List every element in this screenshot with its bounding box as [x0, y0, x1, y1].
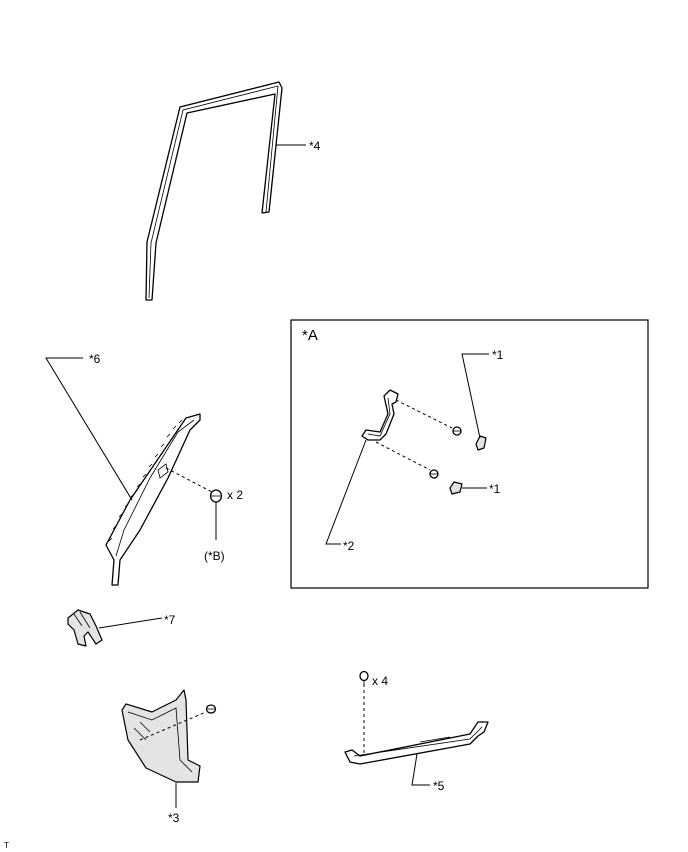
- corner-mark: T: [4, 841, 9, 850]
- screw-lower-icon: [429, 469, 439, 479]
- part-6-callout: *6: [89, 352, 101, 366]
- clip-reference: (*B): [204, 549, 225, 563]
- screw-upper-icon: [452, 426, 462, 436]
- part-6-pillar-garnish: [105, 413, 201, 586]
- part-1-cap-lower: [449, 481, 463, 495]
- inset-lower-guide: [375, 441, 431, 471]
- part-2-callout: *2: [343, 539, 355, 553]
- part-2-leader: [325, 439, 367, 545]
- part-2-bracket: [361, 389, 399, 441]
- clip-icon: [209, 489, 223, 503]
- bolt-quantity: x 4: [372, 674, 388, 688]
- clip-dashed-guide: [165, 467, 213, 493]
- part-6-leader: [45, 357, 133, 501]
- bolt-icon: [359, 670, 369, 686]
- part-4-callout: *4: [309, 139, 321, 153]
- part-3-callout: *3: [168, 811, 180, 825]
- part-1-upper-leader: [461, 353, 489, 439]
- part-7-callout: *7: [164, 613, 176, 627]
- part-1-lower-callout: *1: [489, 482, 501, 496]
- part-4-weatherstrip: [145, 81, 283, 301]
- part-1-cap-upper: [475, 435, 487, 451]
- clip-quantity: x 2: [227, 488, 243, 502]
- part-1-upper-callout: *1: [492, 348, 504, 362]
- inset-upper-guide: [395, 399, 453, 429]
- inset-a-label: *A: [302, 327, 318, 344]
- part-7-hook-trim: [67, 609, 103, 647]
- part-7-leader: [98, 617, 163, 629]
- part-5-leader: [411, 753, 430, 786]
- screw-icon: [205, 704, 217, 714]
- inset-a-box: *A *1 *1 *2: [290, 319, 649, 589]
- part-5-callout: *5: [433, 779, 445, 793]
- part-3-cowl-trim: [121, 689, 201, 783]
- part-5-scuff-plate: [344, 721, 489, 765]
